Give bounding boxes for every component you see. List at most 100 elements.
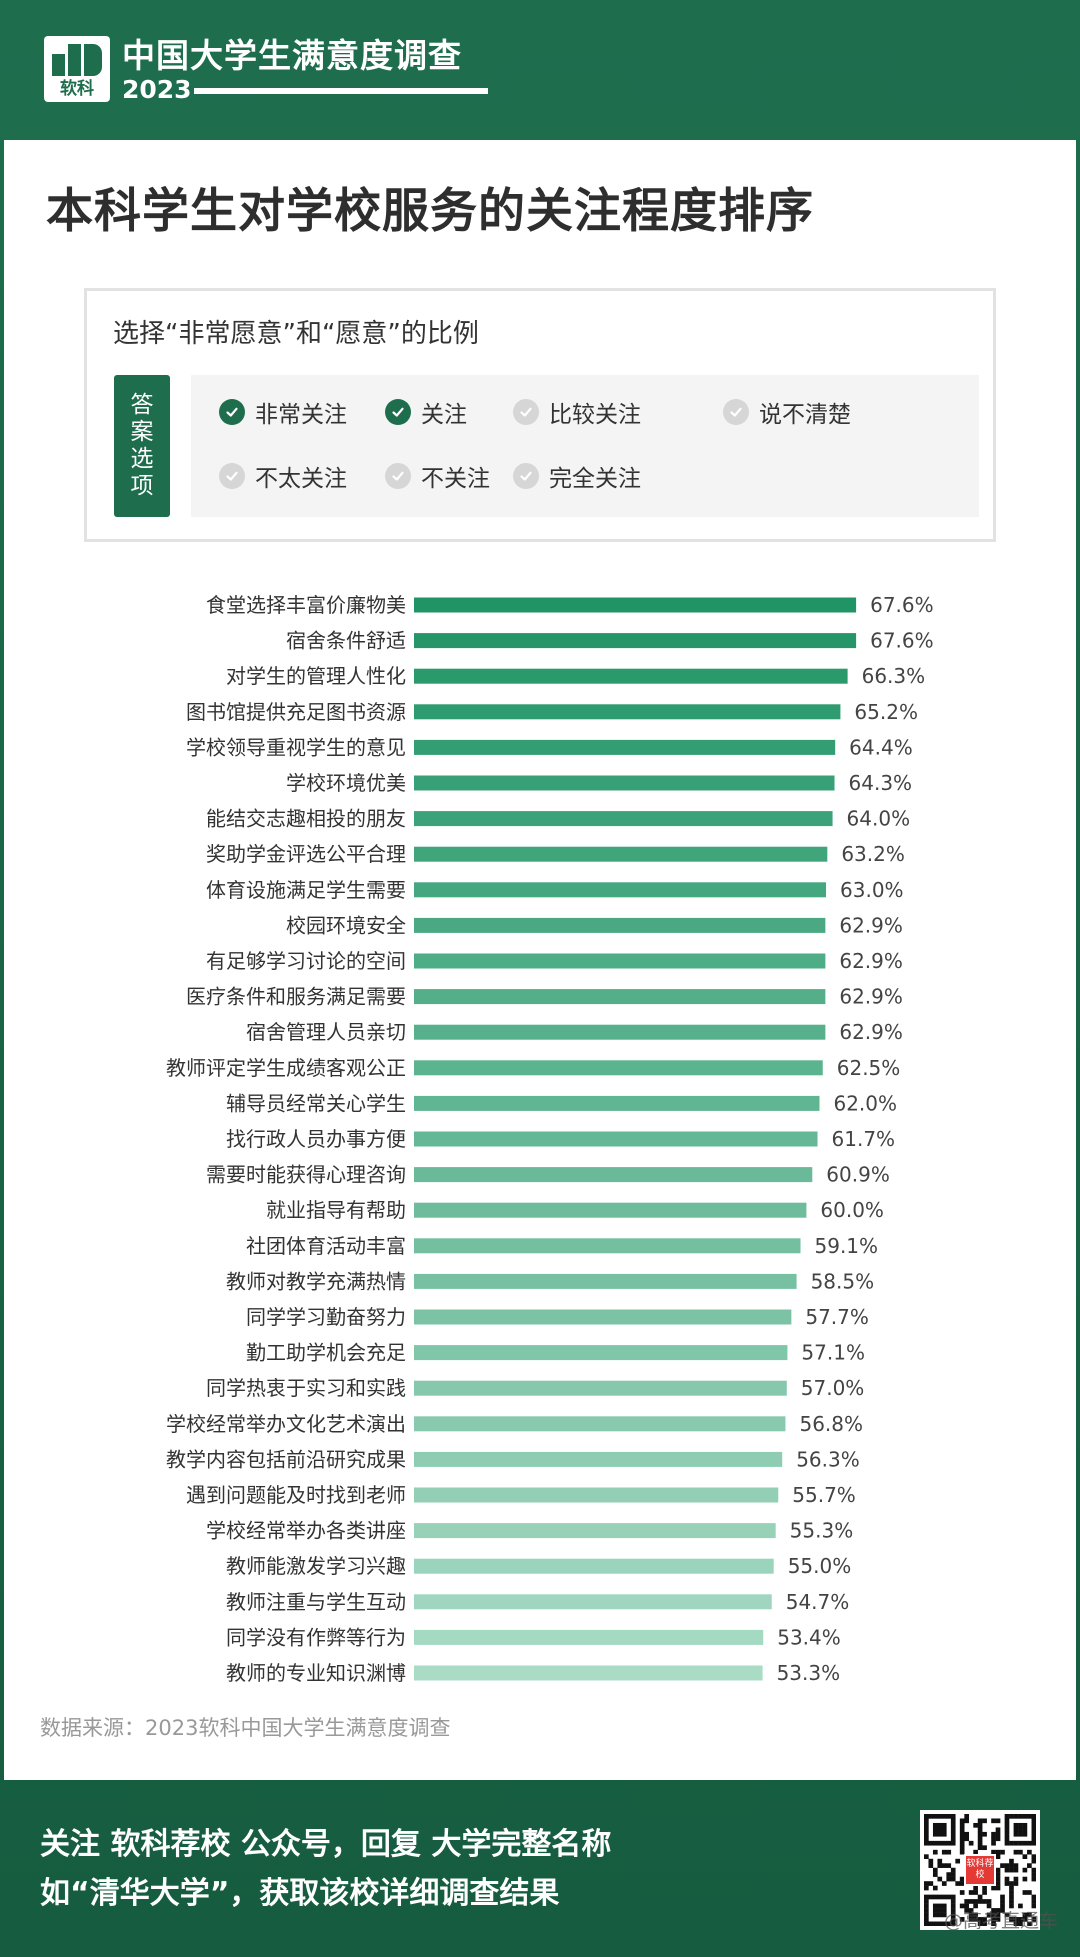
- qr-module: [1004, 1863, 1010, 1868]
- qr-module: [932, 1814, 938, 1819]
- logo-bar: [68, 44, 81, 76]
- bar: [414, 668, 848, 684]
- check-circle-icon: [219, 399, 245, 425]
- check-circle-icon: [385, 463, 411, 489]
- qr-module: [1031, 1814, 1037, 1819]
- qr-module: [932, 1872, 938, 1877]
- qr-module: [977, 1840, 983, 1846]
- qr-module: [1009, 1863, 1014, 1868]
- qr-module: [982, 1831, 987, 1837]
- value-label: 63.2%: [841, 842, 905, 866]
- category-label: 对学生的管理人性化: [226, 664, 406, 688]
- qr-module: [1018, 1822, 1023, 1828]
- ruanke-logo: 软科: [44, 36, 110, 102]
- category-label: 宿舍管理人员亲切: [246, 1020, 406, 1044]
- qr-module: [995, 1854, 1001, 1859]
- qr-module: [924, 1818, 929, 1824]
- bar: [414, 1024, 826, 1040]
- qr-module: [1004, 1818, 1010, 1824]
- qr-module: [1009, 1885, 1014, 1891]
- option-label: 说不清楚: [759, 402, 851, 428]
- qr-module: [995, 1867, 1001, 1873]
- qr-module: [1004, 1827, 1010, 1833]
- qr-module: [1022, 1917, 1028, 1922]
- qr-module: [1027, 1890, 1032, 1895]
- qr-module: [986, 1903, 992, 1909]
- qr-module: [1018, 1917, 1023, 1922]
- value-label: 62.9%: [839, 985, 903, 1009]
- qr-module: [977, 1921, 983, 1927]
- logo-bar: [84, 44, 102, 76]
- category-label: 图书馆提供充足图书资源: [186, 700, 406, 724]
- qr-module: [946, 1849, 952, 1855]
- bar: [414, 704, 841, 720]
- qr-module: [941, 1894, 947, 1900]
- qr-code[interactable]: 软科荐校: [920, 1810, 1040, 1930]
- qr-module: [1013, 1917, 1019, 1922]
- value-label: 66.3%: [862, 664, 926, 688]
- category-label: 辅导员经常关心学生: [226, 1091, 406, 1115]
- bar: [414, 1665, 763, 1681]
- qr-module: [1022, 1876, 1028, 1882]
- brand-year: 2023: [122, 75, 192, 104]
- logo-bar: [52, 54, 65, 76]
- qr-module: [937, 1840, 943, 1846]
- qr-module: [1004, 1867, 1010, 1873]
- qr-module: [1004, 1831, 1010, 1837]
- value-label: 64.3%: [849, 771, 913, 795]
- qr-module: [1022, 1867, 1028, 1873]
- brand-underline: [194, 88, 488, 94]
- option-label: 比较关注: [549, 402, 641, 428]
- qr-center-logo: 软科荐校: [964, 1854, 996, 1886]
- qr-module: [950, 1899, 956, 1904]
- option-label: 非常关注: [255, 402, 347, 428]
- options-panel: 非常关注 关注 比较关注 说不清楚 不太关注: [191, 375, 979, 517]
- qr-module: [1018, 1827, 1023, 1833]
- qr-module: [950, 1872, 956, 1877]
- qr-module: [1013, 1840, 1019, 1846]
- qr-module: [995, 1885, 1001, 1891]
- qr-module: [924, 1840, 929, 1846]
- value-label: 64.4%: [849, 735, 913, 759]
- page-title: 本科学生对学校服务的关注程度排序: [46, 184, 814, 239]
- qr-module: [937, 1822, 943, 1828]
- qr-module: [1013, 1867, 1019, 1873]
- qr-module: [932, 1827, 938, 1833]
- category-label: 教师评定学生成绩客观公正: [166, 1056, 406, 1080]
- qr-module: [924, 1827, 929, 1833]
- category-label: 食堂选择丰富价廉物美: [206, 593, 406, 617]
- qr-module: [941, 1840, 947, 1846]
- qr-module: [991, 1840, 996, 1846]
- qr-module: [924, 1881, 929, 1886]
- qr-module: [1000, 1903, 1005, 1909]
- value-label: 53.3%: [777, 1661, 841, 1685]
- bar: [414, 739, 836, 755]
- bar: [414, 1345, 788, 1361]
- qr-module: [1004, 1822, 1010, 1828]
- qr-module: [959, 1903, 965, 1909]
- qr-module: [924, 1885, 929, 1891]
- qr-module: [946, 1814, 952, 1819]
- qr-module: [1027, 1921, 1032, 1927]
- qr-module: [950, 1908, 956, 1913]
- watermark: @高考直通车: [944, 1910, 1059, 1932]
- qr-module: [973, 1899, 978, 1904]
- value-label: 55.3%: [790, 1519, 854, 1543]
- qr-module: [977, 1822, 983, 1828]
- qr-module: [973, 1849, 978, 1855]
- qr-module: [946, 1863, 952, 1868]
- bar: [414, 1523, 776, 1539]
- option-totally-concerned: 完全关注: [513, 459, 641, 493]
- qr-module: [1031, 1917, 1037, 1922]
- bar: [414, 1309, 792, 1325]
- option-fairly-concerned: 比较关注: [513, 395, 641, 429]
- qr-module: [932, 1822, 938, 1828]
- qr-module: [950, 1876, 956, 1882]
- category-label: 社团体育活动丰富: [246, 1234, 406, 1258]
- qr-module: [977, 1827, 983, 1833]
- category-label: 同学热衷于实习和实践: [206, 1376, 406, 1400]
- qr-module: [959, 1881, 965, 1886]
- qr-module: [959, 1845, 965, 1851]
- qr-module: [932, 1831, 938, 1837]
- category-label: 同学学习勤奋努力: [246, 1305, 406, 1329]
